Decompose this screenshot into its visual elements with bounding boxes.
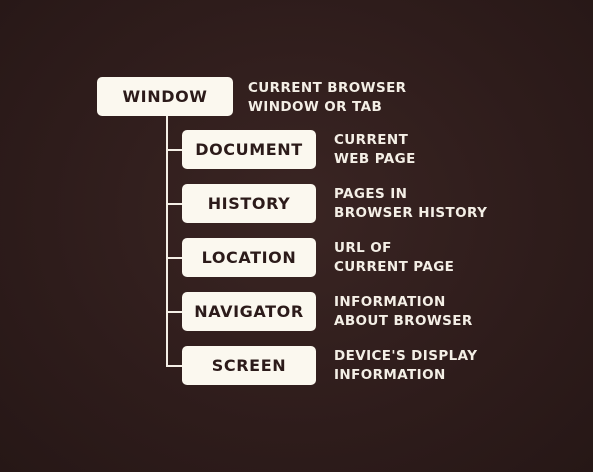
connector-screen	[166, 365, 182, 367]
location-node: LOCATION	[182, 238, 316, 277]
screen-node-label: SCREEN	[211, 356, 287, 375]
window-description-line-1: CURRENT BROWSER	[248, 80, 407, 96]
document-node-label: DOCUMENT	[195, 140, 303, 159]
history-node-label: HISTORY	[207, 194, 291, 213]
document-description-line-2: WEB PAGE	[334, 151, 416, 167]
navigator-node-label: NAVIGATOR	[194, 302, 304, 321]
screen-description-line-1: DEVICE'S DISPLAY	[334, 348, 478, 364]
screen-description-line-2: INFORMATION	[334, 367, 446, 383]
window-node-label: WINDOW	[122, 87, 208, 106]
tree-trunk-line	[166, 115, 168, 366]
window-node: WINDOW	[97, 77, 233, 116]
navigator-description-line-1: INFORMATION	[334, 294, 446, 310]
history-description-line-1: PAGES IN	[334, 186, 408, 202]
location-description-line-2: CURRENT PAGE	[334, 259, 455, 275]
history-description: PAGES IN BROWSER HISTORY	[334, 185, 487, 223]
history-node: HISTORY	[182, 184, 316, 223]
navigator-description: INFORMATION ABOUT BROWSER	[334, 293, 473, 331]
location-description-line-1: URL OF	[334, 240, 392, 256]
connector-history	[166, 203, 182, 205]
navigator-description-line-2: ABOUT BROWSER	[334, 313, 473, 329]
connector-navigator	[166, 311, 182, 313]
connector-document	[166, 149, 182, 151]
screen-node: SCREEN	[182, 346, 316, 385]
history-description-line-2: BROWSER HISTORY	[334, 205, 488, 221]
connector-location	[166, 257, 182, 259]
location-description: URL OF CURRENT PAGE	[334, 239, 454, 277]
navigator-node: NAVIGATOR	[182, 292, 316, 331]
window-description: CURRENT BROWSER WINDOW OR TAB	[248, 79, 406, 117]
document-description-line-1: CURRENT	[334, 132, 409, 148]
document-description: CURRENT WEB PAGE	[334, 131, 416, 169]
window-description-line-2: WINDOW OR TAB	[248, 99, 383, 115]
document-node: DOCUMENT	[182, 130, 316, 169]
screen-description: DEVICE'S DISPLAY INFORMATION	[334, 347, 477, 385]
location-node-label: LOCATION	[201, 248, 297, 267]
